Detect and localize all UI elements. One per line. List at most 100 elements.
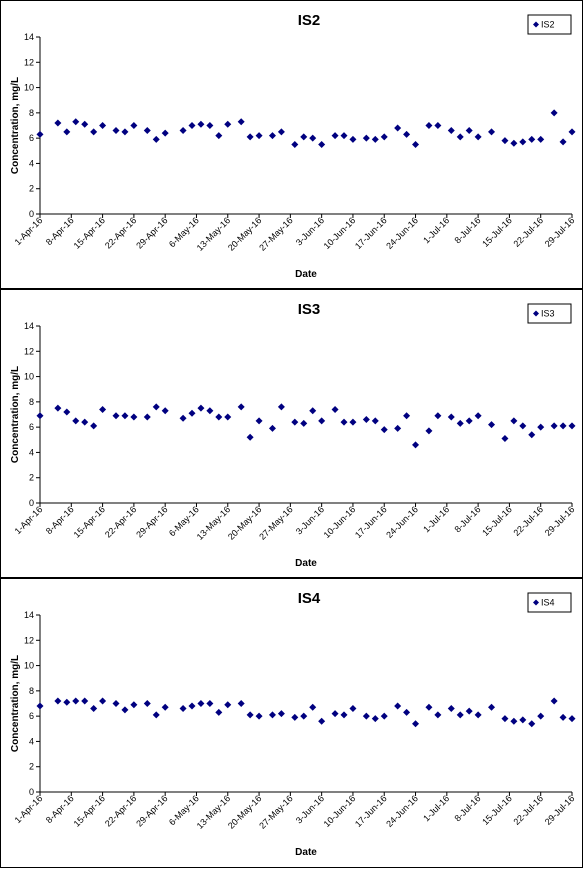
data-point bbox=[99, 122, 107, 129]
data-point bbox=[537, 423, 545, 431]
data-point bbox=[291, 418, 299, 426]
data-point bbox=[99, 697, 107, 705]
chart-title: IS4 bbox=[298, 590, 321, 607]
y-tick-label: 12 bbox=[24, 346, 34, 356]
chart-panel-is2: IS2 Concentration, mg/L Date 0 2 4 6 8 10 12 14 1-A… bbox=[0, 0, 583, 289]
data-point bbox=[318, 417, 326, 425]
data-point bbox=[434, 122, 442, 129]
data-point bbox=[394, 702, 402, 710]
y-tick-label: 4 bbox=[29, 158, 34, 168]
data-point bbox=[121, 128, 129, 136]
data-point bbox=[380, 133, 388, 141]
data-point bbox=[519, 716, 527, 724]
y-tick-label: 14 bbox=[24, 610, 34, 620]
data-point bbox=[161, 407, 169, 415]
x-tick-label: 29-Apr-16 bbox=[134, 793, 169, 828]
chart-is4: IS4 Concentration, mg/L Date 0 2 4 6 8 10 12 14 1-A… bbox=[10, 590, 577, 858]
data-point bbox=[224, 413, 232, 421]
chart-panel-is4: IS4 Concentration, mg/L Date 0 2 4 6 8 10 12 14 1-A… bbox=[0, 578, 583, 868]
data-point bbox=[568, 422, 576, 430]
data-point bbox=[81, 418, 89, 426]
x-tick-label: 22-Jul-16 bbox=[512, 504, 546, 538]
data-point bbox=[130, 413, 138, 421]
x-tick-label: 1-Jul-16 bbox=[421, 793, 451, 823]
data-point bbox=[425, 122, 433, 129]
data-point bbox=[36, 702, 44, 710]
x-tick-label: 1-Apr-16 bbox=[13, 793, 45, 825]
x-tick-label: 24-Jun-16 bbox=[384, 793, 420, 829]
data-point bbox=[465, 417, 473, 425]
y-axis-label: Concentration, mg/L bbox=[10, 655, 21, 752]
y-tick-label: 0 bbox=[29, 498, 34, 508]
data-point bbox=[268, 424, 276, 432]
x-tick-label: 27-May-16 bbox=[257, 504, 294, 541]
data-point bbox=[130, 701, 138, 709]
x-axis-label: Date bbox=[295, 558, 317, 569]
x-tick-label: 17-Jun-16 bbox=[353, 504, 389, 540]
x-tick-label: 17-Jun-16 bbox=[353, 215, 389, 251]
data-point bbox=[394, 124, 402, 132]
x-tick-label: 29-Jul-16 bbox=[543, 793, 577, 827]
data-point bbox=[528, 135, 536, 143]
x-tick-label: 15-Jul-16 bbox=[480, 215, 514, 249]
data-point bbox=[161, 129, 169, 137]
y-tick-label: 2 bbox=[29, 473, 34, 483]
data-point bbox=[362, 134, 370, 142]
data-point bbox=[331, 405, 339, 413]
x-tick-label: 29-Jul-16 bbox=[543, 504, 577, 538]
legend-marker bbox=[533, 310, 539, 317]
data-point bbox=[112, 127, 120, 135]
data-point bbox=[215, 132, 223, 140]
y-tick-label: 4 bbox=[29, 447, 34, 457]
y-tick-label: 12 bbox=[24, 635, 34, 645]
data-point bbox=[510, 717, 518, 725]
data-point bbox=[447, 705, 455, 713]
y-tick-label: 0 bbox=[29, 787, 34, 797]
data-point bbox=[143, 413, 151, 421]
y-tick-label: 14 bbox=[24, 321, 34, 331]
data-point bbox=[54, 119, 62, 127]
data-point bbox=[537, 712, 545, 720]
data-point bbox=[224, 120, 232, 128]
x-tick-label: 8-Apr-16 bbox=[44, 793, 76, 825]
data-point bbox=[528, 431, 536, 439]
x-tick-label: 15-Jul-16 bbox=[480, 793, 514, 827]
data-point bbox=[291, 713, 299, 721]
chart-title: IS2 bbox=[298, 12, 321, 29]
data-point bbox=[277, 710, 285, 718]
chart-is2: IS2 Concentration, mg/L Date 0 2 4 6 8 10 12 14 1-A… bbox=[10, 12, 576, 280]
data-point bbox=[380, 426, 388, 434]
x-axis-label: Date bbox=[295, 847, 317, 858]
data-point bbox=[224, 701, 232, 709]
y-tick-label: 10 bbox=[24, 372, 34, 382]
data-point bbox=[519, 422, 527, 430]
data-point bbox=[559, 138, 567, 146]
y-tick-label: 8 bbox=[29, 108, 34, 118]
data-point bbox=[36, 412, 44, 420]
data-point bbox=[99, 405, 107, 413]
data-point bbox=[300, 712, 308, 720]
data-point bbox=[456, 133, 464, 141]
data-point bbox=[568, 128, 576, 136]
data-point bbox=[349, 705, 357, 713]
data-point bbox=[54, 697, 62, 705]
data-point bbox=[277, 403, 285, 411]
y-tick-label: 8 bbox=[29, 686, 34, 696]
y-tick-label: 12 bbox=[24, 57, 34, 67]
y-tick-label: 2 bbox=[29, 184, 34, 194]
data-point bbox=[434, 711, 442, 719]
y-tick-label: 10 bbox=[24, 661, 34, 671]
data-point bbox=[488, 703, 496, 711]
data-point bbox=[246, 433, 254, 441]
data-point bbox=[255, 417, 263, 425]
data-point bbox=[568, 715, 576, 723]
data-point bbox=[268, 132, 276, 140]
data-point bbox=[309, 134, 317, 142]
x-tick-label: 29-Apr-16 bbox=[134, 504, 169, 539]
x-tick-label: 15-Apr-16 bbox=[72, 793, 107, 828]
y-tick-label: 6 bbox=[29, 711, 34, 721]
x-tick-label: 10-Jun-16 bbox=[322, 504, 358, 540]
x-tick-label: 8-Apr-16 bbox=[44, 215, 76, 247]
data-point bbox=[215, 413, 223, 421]
data-point bbox=[412, 441, 420, 449]
